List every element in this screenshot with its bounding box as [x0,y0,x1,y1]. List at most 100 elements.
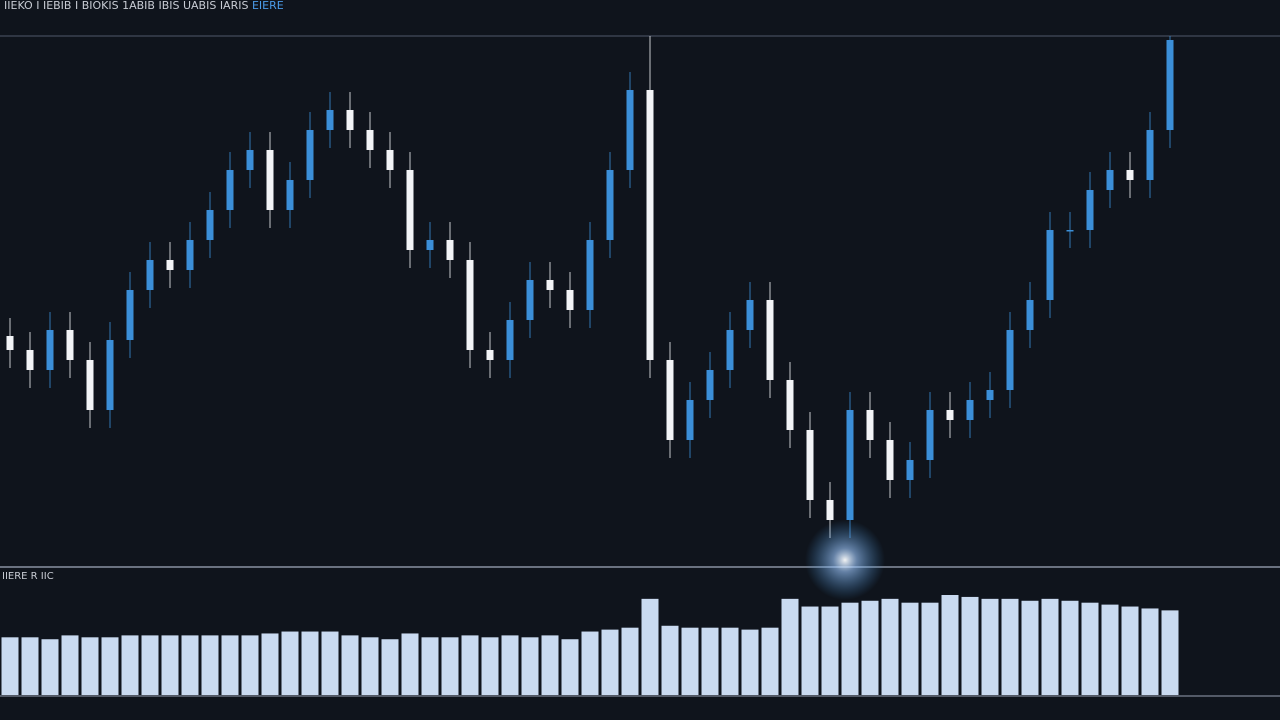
volume-bar [741,629,759,695]
candle-body [446,240,454,260]
volume-bar [681,627,699,695]
candle-body [1106,170,1114,190]
candle-body [906,460,914,480]
candle-body [226,170,234,210]
candle-body [1166,40,1174,130]
candle-body [46,330,54,370]
title-tail: EIERE [252,0,284,12]
volume-bar [661,625,679,695]
candle-body [546,280,554,290]
volume-bar [221,635,239,695]
candle-body [126,290,134,340]
candle-body [246,150,254,170]
volume-bar [401,633,419,695]
volume-bar [501,635,519,695]
volume-bar [541,635,559,695]
candle-body [346,110,354,130]
volume-bar [561,639,579,695]
title-text: IIEKO I IEBIB I BIOKIS 1ABIB IBIS UABIS … [4,0,248,12]
candle-body [666,360,674,440]
candle-body [1126,170,1134,180]
candle-body [1046,230,1054,300]
volume-bar [781,598,799,695]
volume-bar [481,637,499,695]
volume-bar [301,631,319,695]
candle-body [826,500,834,520]
volume-bar [981,598,999,695]
volume-bar [941,595,959,695]
glow [805,520,885,600]
volume-bar [621,627,639,695]
volume-bar [821,606,839,695]
volume-bar [41,639,59,695]
candle-body [86,360,94,410]
candle-body [526,280,534,320]
volume-bar [1101,604,1119,695]
candle-body [206,210,214,240]
volume-bar [961,596,979,695]
candle-body [426,240,434,250]
candle-body [186,240,194,270]
volume-bar [761,627,779,695]
volume-bar [881,598,899,695]
candle-body [1086,190,1094,230]
candle-body [926,410,934,460]
candle-body [326,110,334,130]
volume-bar [1081,602,1099,695]
volume-bar [1121,606,1139,695]
volume-bar [421,637,439,695]
volume-bar [1,637,19,695]
candle-body [266,150,274,210]
volume-bar [921,602,939,695]
volume-bar [361,637,379,695]
volume-bar [701,627,719,695]
chart-title: IIEKO I IEBIB I BIOKIS 1ABIB IBIS UABIS … [4,0,284,12]
candle-body [166,260,174,270]
volume-bar [521,637,539,695]
candle-body [726,330,734,370]
volume-bar [801,606,819,695]
candle-body [1026,300,1034,330]
candle-body [1006,330,1014,390]
volume-bar [1161,610,1179,695]
volume-bar [241,635,259,695]
candle-body [386,150,394,170]
volume-bar [581,631,599,695]
candle-body [106,340,114,410]
volume-bar [901,602,919,695]
candle-body [766,300,774,380]
volume-bar [1021,600,1039,695]
volume-bar [261,633,279,695]
candle-body [1066,230,1074,232]
candle-body [786,380,794,430]
candle-body [1146,130,1154,180]
volume-bar [321,631,339,695]
volume-bar [1001,598,1019,695]
candle-body [846,410,854,520]
candle-body [566,290,574,310]
candle-body [986,390,994,400]
volume-bar [21,637,39,695]
candle-body [606,170,614,240]
candle-body [146,260,154,290]
volume-label: IIERE R IIC [2,571,54,582]
candle-body [706,370,714,400]
volume-bar [861,600,879,695]
volume-bar [1041,598,1059,695]
volume-bar [381,639,399,695]
candle-body [586,240,594,310]
volume-bar [121,635,139,695]
candle-body [686,400,694,440]
candle-body [946,410,954,420]
volume-bar [181,635,199,695]
volume-bar [81,637,99,695]
candle-body [366,130,374,150]
candle-body [966,400,974,420]
volume-bar [841,602,859,695]
candle-body [6,336,14,350]
volume-bar [341,635,359,695]
volume-bar [1141,608,1159,695]
volume-bar [101,637,119,695]
volume-bar [641,598,659,695]
